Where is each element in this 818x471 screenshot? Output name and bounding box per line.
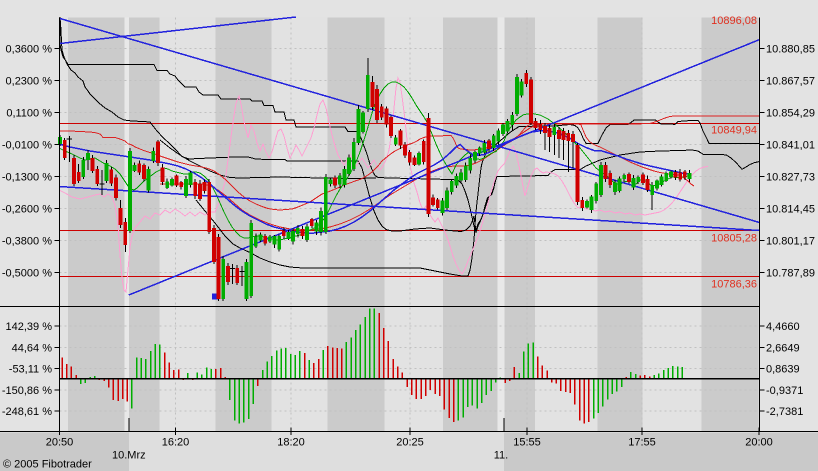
svg-text:10849,94: 10849,94 xyxy=(711,125,757,137)
svg-text:-0,5000 %: -0,5000 % xyxy=(2,268,52,280)
svg-text:0,3600 %: 0,3600 % xyxy=(6,44,53,56)
svg-text:10.827,73: 10.827,73 xyxy=(766,172,815,184)
svg-text:44,64 %: 44,64 % xyxy=(12,342,53,354)
svg-text:-2,7381: -2,7381 xyxy=(766,406,803,418)
svg-text:-0,1300 %: -0,1300 % xyxy=(2,172,52,184)
svg-text:-150,86 %: -150,86 % xyxy=(2,385,52,397)
svg-text:15:55: 15:55 xyxy=(513,437,541,449)
svg-text:20:25: 20:25 xyxy=(396,437,424,449)
svg-text:16:20: 16:20 xyxy=(162,437,190,449)
svg-text:10896,08: 10896,08 xyxy=(711,15,757,27)
svg-text:-53,11 %: -53,11 % xyxy=(9,364,52,376)
svg-text:0,2300 %: 0,2300 % xyxy=(6,76,53,88)
svg-text:10.867,57: 10.867,57 xyxy=(766,76,815,88)
svg-text:0,8639: 0,8639 xyxy=(766,364,800,376)
svg-text:17:55: 17:55 xyxy=(628,437,656,449)
svg-text:-248,61 %: -248,61 % xyxy=(2,406,52,418)
svg-text:-0,3800 %: -0,3800 % xyxy=(2,236,52,248)
svg-text:10.854,29: 10.854,29 xyxy=(766,108,815,120)
svg-text:10.801,17: 10.801,17 xyxy=(766,236,815,248)
svg-text:142,39 %: 142,39 % xyxy=(6,321,53,333)
svg-text:11.: 11. xyxy=(494,450,508,462)
svg-text:4,4660: 4,4660 xyxy=(766,321,800,333)
svg-text:0,1100 %: 0,1100 % xyxy=(6,108,52,120)
svg-text:-0,2600 %: -0,2600 % xyxy=(2,204,52,216)
svg-text:-0,0100 %: -0,0100 % xyxy=(2,140,52,152)
svg-text:10.787,89: 10.787,89 xyxy=(766,268,815,280)
svg-text:-0,9371: -0,9371 xyxy=(766,385,803,397)
svg-text:10805,28: 10805,28 xyxy=(711,233,757,245)
svg-text:20:50: 20:50 xyxy=(46,437,74,449)
svg-text:18:20: 18:20 xyxy=(277,437,305,449)
svg-text:20:00: 20:00 xyxy=(745,437,773,449)
svg-text:10.880,85: 10.880,85 xyxy=(766,44,815,56)
svg-text:© 2005 Fibotrader: © 2005 Fibotrader xyxy=(3,459,92,471)
svg-text:10786,36: 10786,36 xyxy=(711,279,757,291)
svg-text:10.841,01: 10.841,01 xyxy=(766,140,815,152)
svg-text:2,6649: 2,6649 xyxy=(766,342,800,354)
svg-text:10.814,45: 10.814,45 xyxy=(766,204,815,216)
svg-text:10.Mrz: 10.Mrz xyxy=(112,450,146,462)
